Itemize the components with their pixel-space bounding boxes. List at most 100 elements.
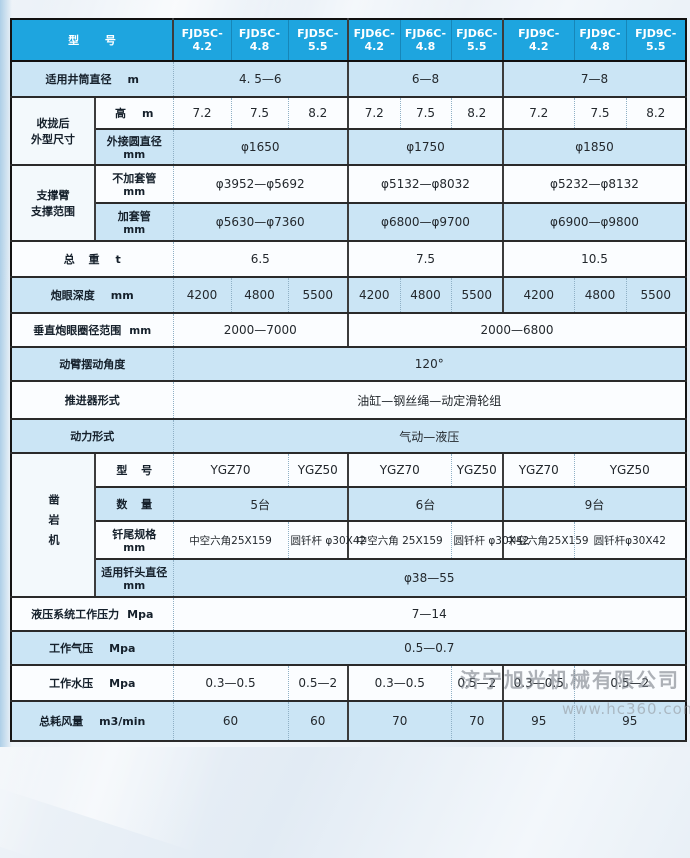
row-label: 总耗风量 m3/min [10,700,174,742]
model-line: FJD9C- [635,27,677,40]
label-text: 垂直炮眼圈径范围 [33,324,122,337]
row-label: 工作水压 Mpa [10,664,174,702]
row-label: 垂直炮眼圈径范围 mm [10,312,174,348]
value-cell: 7.5 [347,240,504,278]
unit-text: m3/min [99,715,146,728]
left-edge-glow [0,0,12,747]
model-line: 4.8 [590,40,610,53]
value-cell: 圆钎杆 φ30X42 [450,520,529,560]
row-arm-with-sleeve: 加套管 mm φ5630—φ7360 φ6800—φ9700 φ6900—φ980… [11,202,687,242]
value-cell: 6—8 [347,60,504,98]
model-header: FJD9C- 4.2 [502,18,575,62]
row-power-type: 动力形式 气动—液压 [10,418,687,454]
label-text: 型 号 [116,464,153,477]
label-text: 工作水压 [49,677,94,690]
label-text: 凿岩机 [47,493,60,554]
value-cell: 5500 [450,276,504,314]
unit-text: Mpa [109,642,136,655]
value-cell: YGZ70 [502,452,575,488]
value-cell: 4200 [502,276,575,314]
sub-label: 钎尾规格 mm [94,520,174,560]
value-cell: 7.5 [573,96,627,130]
row-bit-diameter: 适用钎头直径 mm φ38—55 [11,558,687,598]
value-cell: 7.2 [172,96,232,130]
unit-text: Mpa [127,608,154,621]
value-cell: 5500 [287,276,349,314]
sub-label: 数 量 [94,486,174,522]
model-line: 4.2 [364,40,385,53]
value-cell: 60 [172,700,289,742]
label-text: 液压系统工作压力 [31,608,120,621]
value-cell: φ3952—φ5692 [172,164,349,204]
row-shank-spec: 钎尾规格 mm 中空六角25X159 圆钎杆 φ30X42 中空六角 25X159… [11,520,687,560]
value-cell: 6台 [347,486,504,522]
value-cell: 4800 [573,276,627,314]
value-cell: YGZ50 [573,452,687,488]
row-air-consumption: 总耗风量 m3/min 60 60 70 70 95 95 [10,700,687,742]
unit-text: Mpa [109,677,136,690]
value-cell: YGZ70 [172,452,289,488]
value-cell: 5台 [172,486,349,522]
model-header: FJD6C- 4.8 [399,18,452,62]
label-text: 总 重 [63,253,100,266]
row-arm-no-sleeve: 支撑臂 支撑范围 不加套管 mm φ3952—φ5692 φ5132—φ8032 … [10,164,687,242]
row-drill-model: 凿岩机 型 号 YGZ70 YGZ50 YGZ70 YGZ50 YGZ70 YG… [10,452,687,598]
model-header: FJD5C- 5.5 [287,18,349,62]
value-cell: YGZ50 [450,452,504,488]
unit-text: mm [123,580,146,592]
label-text: 高 [115,107,127,120]
header-row: 型 号 FJD5C- 4.2 FJD5C- 4.8 FJD5C- 5.5 FJD6C-… [10,18,687,62]
label-text: 适用井筒直径 [45,73,112,86]
sub-label: 适用钎头直径 mm [94,558,174,598]
label-text: 适用钎头直径 [101,566,168,579]
value-cell: 0.3—0.5 [347,664,452,702]
model-line: FJD6C- [404,27,447,40]
unit-text: mm [123,224,146,236]
value-cell: 4800 [230,276,289,314]
label-text: 钎尾规格 [112,528,157,541]
label-text: 动力形式 [70,430,115,443]
label-text: 型 号 [68,34,116,47]
value-cell: 2000—7000 [172,312,349,348]
group-label-folded-dims: 收拢后 外型尺寸 [10,96,96,166]
unit-text: mm [129,325,152,337]
value-cell: 0.5—2 [287,664,349,702]
value-cell: 7—14 [172,596,687,632]
row-label: 炮眼深度 mm [10,276,174,314]
model-header: FJD9C- 5.5 [625,18,687,62]
unit-text: m [142,107,154,120]
model-line: FJD5C- [181,27,223,40]
unit-text: mm [123,149,146,161]
sub-label: 外接圆直径 mm [94,128,174,166]
model-line: 5.5 [646,40,666,53]
label-text: 不加套管 [112,172,157,185]
unit-text: m [127,73,139,86]
model-line: FJD9C- [518,27,560,40]
value-cell: 7—8 [502,60,687,98]
model-line: FJD6C- [353,27,395,40]
group-label-rock-drill: 凿岩机 [10,452,96,598]
value-cell: φ5132—φ8032 [347,164,504,204]
value-cell: 6.5 [172,240,349,278]
sub-label: 型 号 [94,452,174,488]
value-cell: 60 [287,700,349,742]
row-label: 动力形式 [10,418,174,454]
spec-table: 型 号 FJD5C- 4.2 FJD5C- 4.8 FJD5C- 5.5 FJD6C-… [10,18,687,742]
row-label: 推进器形式 [10,380,174,420]
model-header: FJD9C- 4.8 [573,18,627,62]
model-header-label: 型 号 [10,18,174,62]
value-cell: φ6900—φ9800 [502,202,687,242]
value-cell: φ5630—φ7360 [172,202,349,242]
value-cell: 10.5 [502,240,687,278]
unit-text: mm [123,542,146,554]
value-cell: 圆钎杆 φ30X42 [287,520,366,560]
value-cell: 95 [502,700,575,742]
unit-text: mm [110,289,134,302]
row-water-pressure: 工作水压 Mpa 0.3—0.5 0.5—2 0.3—0.5 0.5—2 0.3—… [10,664,687,702]
model-line: 4.2 [529,40,549,53]
value-cell: φ1750 [347,128,504,166]
value-cell: YGZ50 [287,452,349,488]
value-cell: 7.2 [502,96,575,130]
model-header: FJD6C- 4.2 [347,18,401,62]
